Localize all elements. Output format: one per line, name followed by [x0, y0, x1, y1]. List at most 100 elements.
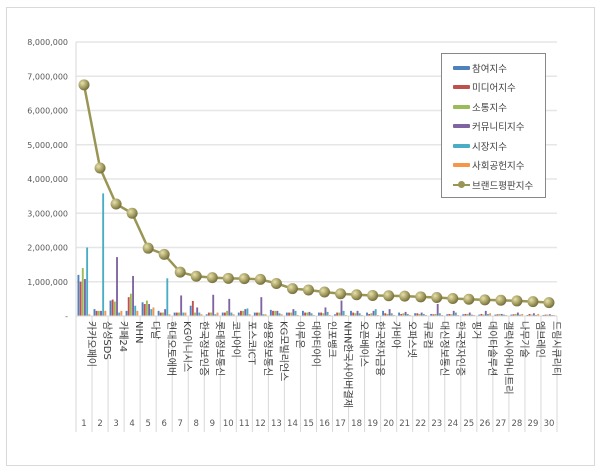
bar	[526, 314, 529, 316]
bar	[482, 314, 485, 316]
bar	[370, 313, 373, 316]
bar	[473, 314, 476, 316]
bar	[95, 310, 98, 316]
bar	[406, 313, 409, 316]
bar	[530, 314, 533, 316]
bar	[350, 310, 352, 316]
bar	[310, 313, 313, 316]
bar	[354, 313, 357, 316]
bar	[242, 310, 245, 316]
bar	[487, 313, 489, 316]
bar	[272, 310, 274, 316]
bar	[326, 311, 329, 316]
line-marker	[511, 295, 523, 307]
bar	[392, 314, 395, 316]
bar	[81, 268, 84, 316]
bar	[184, 312, 187, 316]
bar	[118, 312, 121, 316]
bar	[244, 309, 247, 316]
bar	[542, 314, 545, 316]
bar	[512, 314, 515, 316]
bar	[480, 313, 483, 316]
bar	[162, 312, 164, 316]
line-marker	[174, 266, 186, 278]
line-marker	[94, 162, 106, 174]
bar	[178, 312, 180, 316]
legend-item: 사회공헌지수	[442, 156, 545, 176]
bar	[390, 313, 393, 316]
bar	[464, 313, 467, 316]
bar	[535, 314, 537, 316]
bar	[386, 313, 389, 316]
x-category-label: 드림시큐리티	[550, 321, 562, 376]
bar	[553, 314, 556, 316]
bar	[180, 295, 183, 316]
x-category-label: NHN한국사이버결제	[342, 321, 354, 408]
bar	[344, 314, 347, 316]
y-tick-label: 8,000,000	[27, 38, 68, 47]
line-marker	[527, 296, 539, 308]
bar	[468, 312, 471, 316]
x-category-label: 한국전자인증	[454, 321, 466, 376]
x-category-label: 가비아	[390, 321, 402, 349]
bar	[312, 314, 315, 316]
bar	[384, 313, 387, 316]
line-marker	[431, 292, 443, 304]
y-tick-label: -	[65, 312, 68, 321]
bar	[404, 311, 407, 316]
bar	[116, 257, 118, 316]
line-marker	[254, 273, 266, 285]
line-marker	[351, 289, 363, 301]
bar	[489, 313, 492, 316]
bar	[551, 314, 554, 316]
legend-line-marker-icon	[453, 180, 470, 188]
bar	[143, 304, 146, 316]
x-rank-label: 8	[194, 419, 199, 429]
bar	[129, 293, 132, 316]
bar	[478, 314, 481, 316]
bar	[510, 314, 513, 316]
bar	[328, 314, 331, 316]
x-rank-label: 4	[129, 419, 134, 429]
bar	[210, 312, 212, 316]
legend-item: 브랜드평판지수	[442, 175, 545, 195]
bar	[200, 314, 203, 316]
bar	[194, 312, 196, 316]
bar	[450, 314, 453, 316]
x-rank-label: 17	[335, 419, 346, 429]
bar	[505, 314, 508, 316]
bar	[544, 314, 547, 316]
x-category-label: 다날	[149, 321, 161, 339]
bar	[342, 310, 345, 316]
x-rank-label: 9	[210, 419, 215, 429]
bar	[521, 313, 524, 316]
bar	[152, 307, 155, 316]
x-rank-label: 6	[161, 419, 166, 429]
line-marker	[415, 291, 427, 303]
bar	[189, 305, 192, 316]
legend-swatch-icon	[453, 65, 470, 70]
bar	[290, 312, 293, 316]
bar	[104, 310, 107, 316]
bar	[232, 314, 235, 316]
x-category-label: 인포뱅크	[326, 321, 338, 358]
y-tick-label: 4,000,000	[27, 175, 68, 184]
bar	[498, 313, 501, 316]
bar	[264, 314, 267, 316]
x-category-label: 대아티아이	[309, 321, 321, 367]
bar	[446, 314, 449, 316]
bar	[285, 312, 288, 316]
bar	[416, 313, 419, 316]
bar	[334, 314, 336, 316]
bar	[454, 312, 457, 316]
bar	[100, 310, 102, 316]
bar	[280, 314, 283, 316]
bar	[132, 275, 134, 316]
bar	[198, 312, 201, 316]
line-marker	[126, 207, 138, 219]
y-axis: - 1,000,000 2,000,000 3,000,000 4,000,000 5,0…	[27, 38, 77, 321]
bar	[196, 307, 199, 316]
bar	[308, 311, 311, 316]
bar	[230, 312, 233, 316]
x-rank-label: 15	[303, 419, 314, 429]
